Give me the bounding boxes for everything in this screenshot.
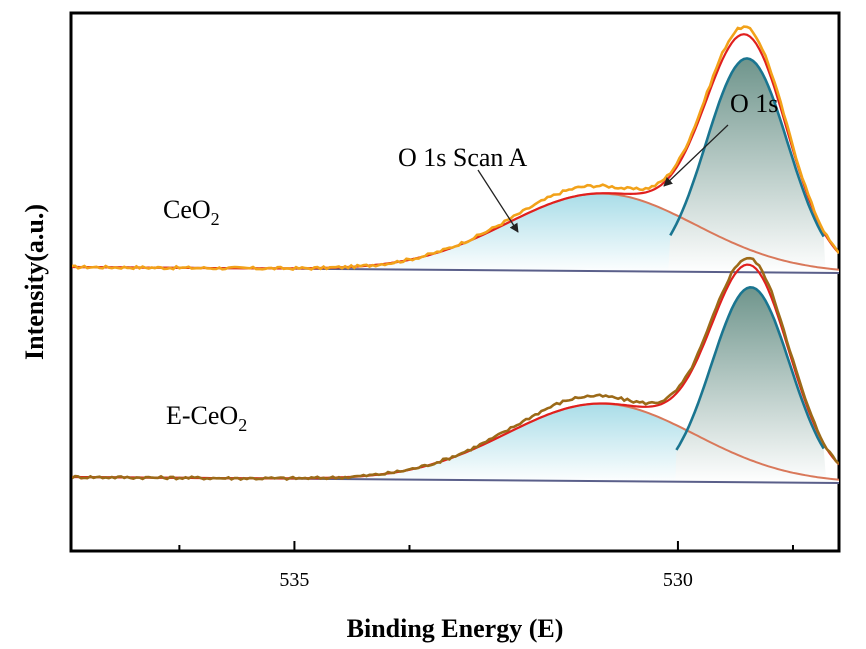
spectrum-0 xyxy=(72,25,839,274)
y-axis-title: Intensity(a.u.) xyxy=(20,204,49,360)
peak-fill-1-1 xyxy=(675,287,827,483)
peak-annotation: O 1s xyxy=(730,89,778,118)
peak-curve-0-1 xyxy=(669,57,825,238)
sample-label-ceo2: CeO2 xyxy=(163,195,220,229)
scan-annotation: O 1s Scan A xyxy=(398,143,528,172)
peak-curve-1-1 xyxy=(675,285,825,451)
x-axis-title: Binding Energy (E) xyxy=(347,614,564,643)
raw-data-curve-1 xyxy=(72,256,839,482)
x-tick-label: 535 xyxy=(279,569,309,591)
x-axis-ticks: 535 530 xyxy=(178,541,794,591)
plot-frame xyxy=(69,11,841,553)
sample-label-e-ceo2: E-CeO2 xyxy=(166,401,247,435)
peak-arrow xyxy=(663,124,729,187)
x-tick-label: 530 xyxy=(663,569,693,591)
peak-fill-0-1 xyxy=(668,58,826,273)
data-layer xyxy=(72,25,839,484)
raw-data-curve-0 xyxy=(72,25,839,272)
spectrum-1 xyxy=(72,256,839,484)
scan-arrow xyxy=(477,169,519,233)
